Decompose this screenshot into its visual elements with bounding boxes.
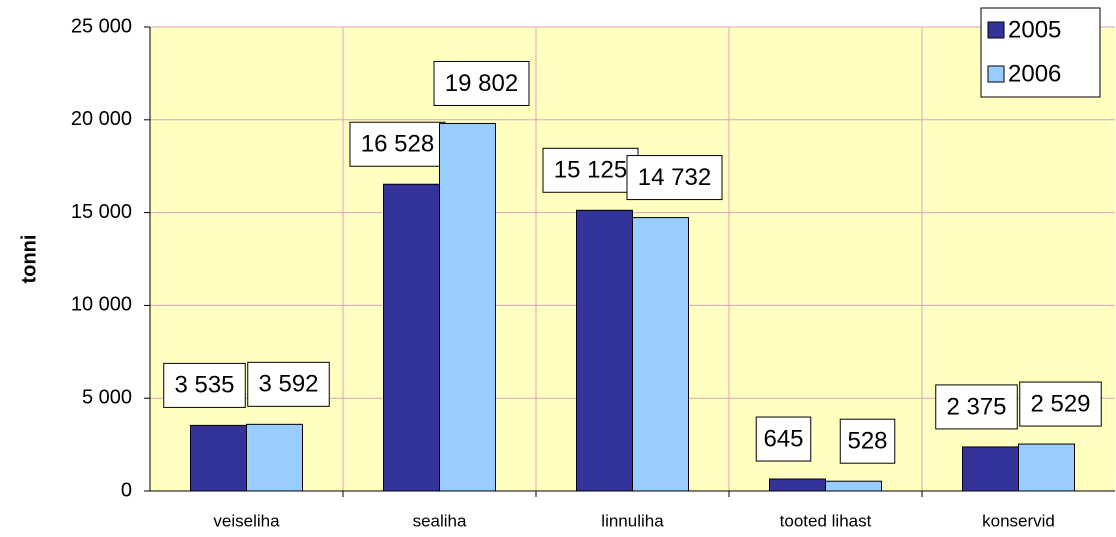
- y-tick-label: 15 000: [71, 201, 132, 223]
- data-label: 3 535: [174, 372, 234, 399]
- bar: [632, 217, 689, 492]
- data-label: 3 592: [258, 371, 318, 398]
- y-tick-label: 5 000: [82, 386, 132, 408]
- data-label: 2 375: [946, 393, 1006, 420]
- data-label-box: [163, 362, 246, 408]
- y-axis-title: tonni: [18, 235, 40, 284]
- x-tick-label: tooted lihast: [780, 511, 872, 530]
- x-tick-label: konservid: [982, 511, 1055, 530]
- data-label: 645: [763, 425, 803, 452]
- y-tick-label: 25 000: [71, 15, 132, 37]
- data-label-box: [247, 361, 330, 407]
- y-tick-label: 0: [121, 479, 132, 501]
- data-label: 14 732: [638, 164, 711, 191]
- data-label: 19 802: [445, 70, 518, 97]
- data-label-box: [839, 418, 896, 464]
- y-tick-label: 20 000: [71, 108, 132, 130]
- data-label-box: [626, 155, 723, 201]
- bar: [769, 478, 826, 492]
- bar: [576, 209, 633, 492]
- legend-label: 2005: [1008, 16, 1061, 43]
- data-label: 2 529: [1030, 390, 1090, 417]
- bar: [383, 183, 440, 492]
- bar: [190, 424, 247, 492]
- data-label-box: [433, 60, 530, 106]
- x-tick-label: veiseliha: [213, 511, 280, 530]
- data-label: 528: [847, 428, 887, 455]
- data-label: 16 528: [361, 131, 434, 158]
- x-tick-label: sealiha: [413, 511, 467, 530]
- bar: [962, 446, 1019, 492]
- y-tick-label: 10 000: [71, 294, 132, 316]
- bar: [246, 423, 303, 492]
- bar: [825, 480, 882, 492]
- data-label-box: [755, 416, 812, 462]
- data-label: 15 125: [554, 157, 627, 184]
- legend-swatch: [987, 65, 1005, 83]
- data-label-box: [935, 384, 1018, 430]
- legend-label: 2006: [1008, 60, 1061, 87]
- legend-swatch: [987, 21, 1005, 39]
- data-label-box: [1019, 381, 1102, 427]
- x-tick-label: linnuliha: [601, 511, 664, 530]
- data-label-box: [349, 121, 446, 167]
- bar: [1018, 443, 1075, 492]
- bar: [439, 122, 496, 492]
